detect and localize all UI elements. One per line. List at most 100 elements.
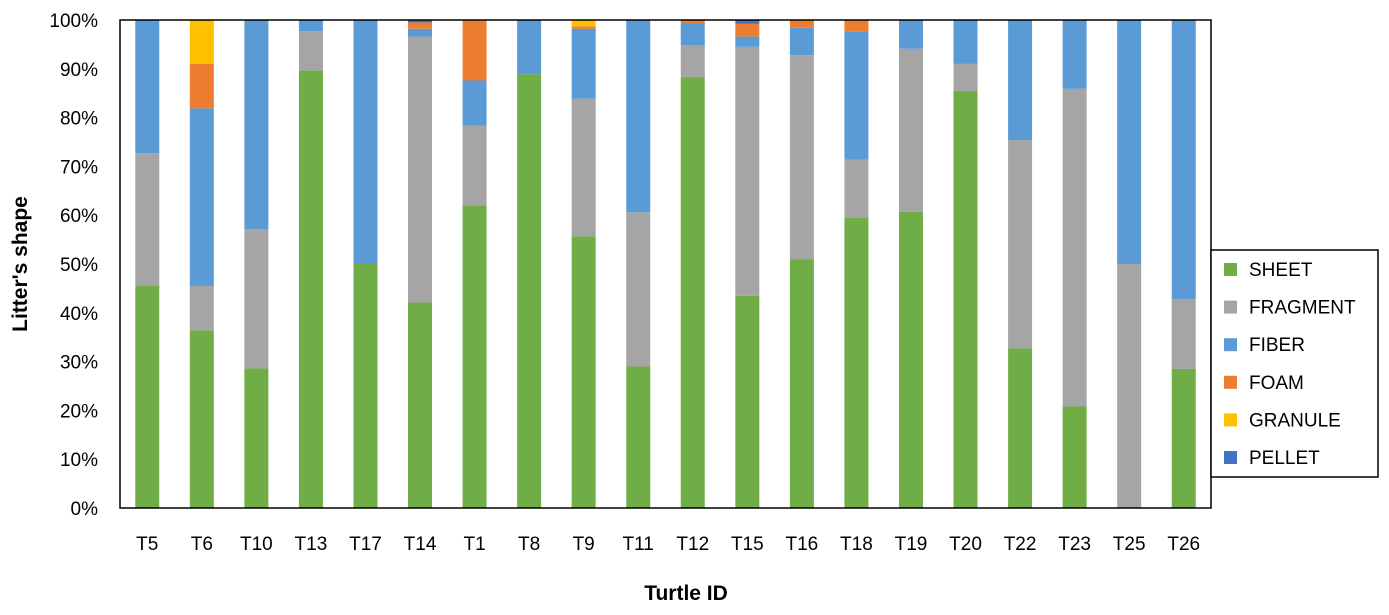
legend-swatch-fiber	[1224, 338, 1237, 352]
legend-swatch-granule	[1224, 413, 1237, 427]
y-tick-label-100pct: 100%	[49, 11, 98, 32]
bar-segment-fiber-t22	[1008, 20, 1033, 141]
legend-label-sheet: SHEET	[1249, 260, 1313, 281]
bar-segment-granule-t6	[189, 20, 214, 64]
bar-segment-fiber-t9	[571, 28, 596, 99]
bar-segment-fragment-t11	[626, 212, 651, 367]
legend-label-fiber: FIBER	[1249, 335, 1305, 356]
bar-segment-granule-t9	[571, 20, 596, 27]
x-tick-label-t18: T18	[840, 534, 873, 555]
bar-segment-fragment-t1	[462, 125, 487, 206]
bar-segment-sheet-t23	[1062, 406, 1087, 508]
bar-segment-sheet-t17	[353, 264, 378, 508]
x-tick-label-t8: T8	[518, 534, 540, 555]
bar-segment-fiber-t10	[244, 20, 269, 230]
bar-segment-fragment-t16	[789, 55, 814, 260]
x-tick-label-t14: T14	[404, 534, 437, 555]
bar-segment-sheet-t9	[571, 236, 596, 508]
y-tick-label-90pct: 90%	[60, 60, 98, 81]
bar-segment-fiber-t12	[680, 22, 705, 46]
bar-segment-sheet-t18	[844, 217, 869, 508]
x-tick-label-t26: T26	[1167, 534, 1200, 555]
legend-swatch-sheet	[1224, 263, 1237, 276]
bar-segment-foam-t14	[408, 22, 433, 29]
bar-segment-fragment-t20	[953, 63, 978, 91]
legend-label-pellet: PELLET	[1249, 448, 1320, 469]
bar-segment-fragment-t19	[898, 48, 923, 212]
y-tick-label-60pct: 60%	[60, 206, 98, 227]
bar-segment-fiber-t5	[135, 20, 160, 154]
bar-segment-sheet-t6	[189, 330, 214, 508]
bar-segment-fragment-t23	[1062, 88, 1087, 407]
bar-segment-sheet-t26	[1171, 368, 1196, 508]
bar-segment-sheet-t8	[517, 74, 542, 509]
x-tick-label-t9: T9	[573, 534, 595, 555]
bar-segment-foam-t1	[462, 20, 487, 81]
y-tick-label-30pct: 30%	[60, 353, 98, 374]
x-tick-label-t1: T1	[463, 534, 485, 555]
bar-segment-fiber-t13	[298, 20, 323, 32]
legend-box	[1210, 249, 1379, 478]
y-tick-label-80pct: 80%	[60, 109, 98, 130]
bar-segment-fragment-t14	[408, 36, 433, 303]
x-tick-label-t25: T25	[1113, 534, 1146, 555]
y-tick-label-10pct: 10%	[60, 450, 98, 471]
bar-segment-sheet-t13	[298, 70, 323, 508]
bar-segment-fragment-t10	[244, 229, 269, 369]
x-tick-label-t11: T11	[623, 534, 654, 555]
y-tick-label-50pct: 50%	[60, 255, 98, 276]
legend-swatch-fragment	[1224, 300, 1237, 314]
bar-segment-pellet-t14	[408, 20, 433, 23]
bar-segment-fragment-t18	[844, 159, 869, 218]
bar-segment-sheet-t1	[462, 205, 487, 508]
bar-segment-fiber-t14	[408, 28, 433, 37]
bar-segment-fiber-t11	[626, 20, 651, 213]
bar-segment-fragment-t9	[571, 98, 596, 237]
bar-segment-fragment-t22	[1008, 140, 1033, 349]
legend-label-granule: GRANULE	[1249, 410, 1341, 431]
bar-segment-fragment-t15	[735, 46, 760, 296]
bar-segment-sheet-t20	[953, 90, 978, 508]
x-tick-label-t6: T6	[191, 534, 213, 555]
x-tick-label-t19: T19	[895, 534, 928, 555]
x-tick-label-t5: T5	[136, 534, 158, 555]
bar-segment-pellet-t15	[735, 20, 760, 24]
bar-segment-fragment-t6	[189, 285, 214, 331]
bar-segment-fiber-t1	[462, 80, 487, 126]
plot-area-frame	[119, 19, 1212, 509]
x-tick-label-t13: T13	[295, 534, 328, 555]
bar-segment-fiber-t15	[735, 36, 760, 47]
bar-segment-foam-t18	[844, 20, 869, 32]
bar-segment-fragment-t25	[1117, 264, 1142, 508]
x-tick-label-t15: T15	[731, 534, 764, 555]
bar-segment-sheet-t22	[1008, 348, 1033, 508]
bar-segment-fiber-t18	[844, 31, 869, 160]
legend-swatch-foam	[1224, 375, 1237, 389]
bars-layer	[135, 20, 1196, 509]
bar-segment-foam-t9	[571, 26, 596, 29]
bar-segment-sheet-t11	[626, 366, 651, 508]
x-tick-label-t22: T22	[1004, 534, 1037, 555]
legend-swatch-pellet	[1224, 451, 1237, 464]
bar-segment-sheet-t19	[898, 211, 923, 508]
bar-segment-sheet-t16	[789, 259, 814, 508]
y-axis-title: Litter's shape	[9, 196, 32, 332]
bar-segment-fiber-t26	[1171, 20, 1196, 300]
bar-segment-fiber-t19	[898, 20, 923, 49]
legend: SHEET FRAGMENT FIBER FOAM GRANULE PELLET	[1210, 249, 1379, 478]
bar-segment-fragment-t12	[680, 45, 705, 78]
bar-segment-sheet-t5	[135, 285, 160, 508]
bar-segment-fragment-t5	[135, 153, 160, 286]
bar-segment-fiber-t6	[189, 108, 214, 286]
y-tick-label-70pct: 70%	[60, 157, 98, 178]
y-tick-labels: 0% 10% 20% 30% 40% 50% 60% 70% 80% 90% 100%	[49, 11, 98, 520]
bar-segment-fragment-t26	[1171, 299, 1196, 369]
bar-segment-foam-t6	[189, 63, 214, 109]
legend-label-fragment: FRAGMENT	[1249, 298, 1356, 319]
x-axis-title: Turtle ID	[644, 582, 728, 605]
x-tick-label-t20: T20	[949, 534, 982, 555]
x-tick-label-t16: T16	[786, 534, 819, 555]
bar-segment-foam-t12	[680, 20, 705, 23]
bar-segment-fiber-t25	[1117, 20, 1142, 264]
